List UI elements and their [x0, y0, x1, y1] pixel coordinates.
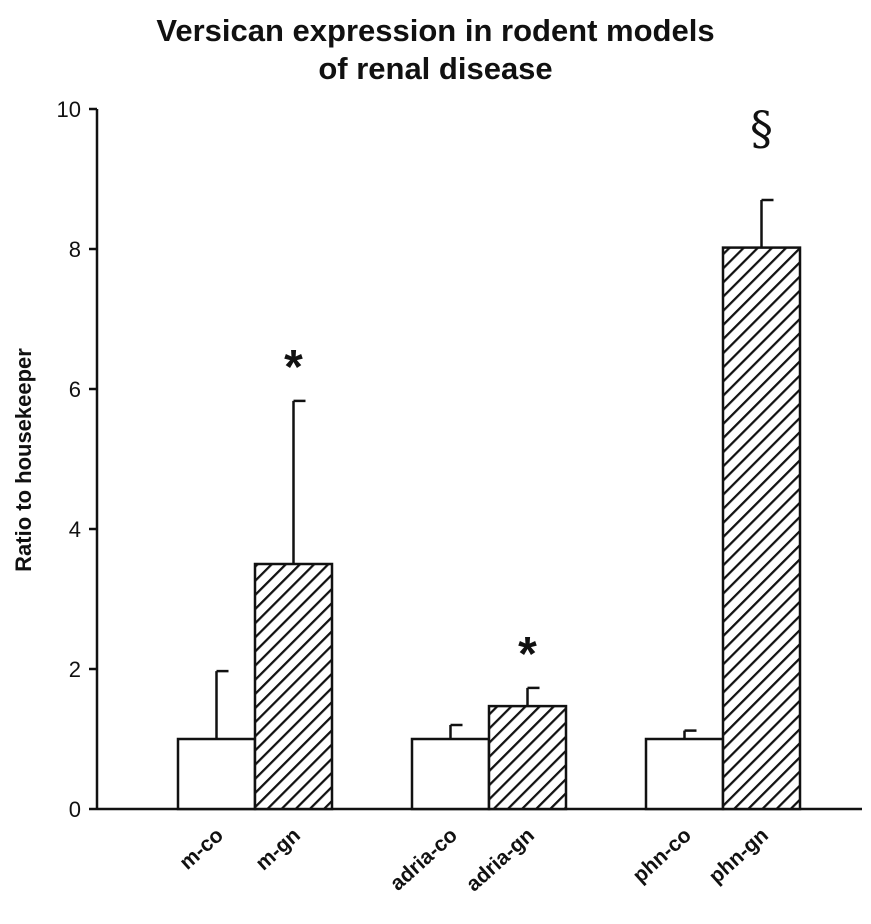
bar-adria-gn	[487, 704, 568, 811]
x-tick-label: phn-gn	[705, 824, 773, 889]
y-tick-label: 6	[69, 377, 81, 402]
x-tick-label: phn-co	[628, 824, 695, 888]
significance-marker: *	[284, 341, 303, 394]
bar-phn-gn	[721, 246, 802, 811]
bar-phn-co	[644, 737, 725, 811]
y-tick-label: 10	[57, 97, 81, 122]
significance-marker: §	[750, 101, 773, 155]
chart-title: Versican expression in rodent models of …	[0, 12, 871, 88]
y-tick-label: 0	[69, 797, 81, 822]
x-tick-label: adria-gn	[462, 824, 539, 897]
bar-m-co	[176, 737, 257, 811]
chart-title-line-2: of renal disease	[318, 51, 553, 86]
significance-marker: *	[518, 628, 537, 681]
x-tick-label: m-co	[175, 824, 228, 875]
y-tick-label: 4	[69, 517, 81, 542]
y-tick-label: 8	[69, 237, 81, 262]
x-tick-label: m-gn	[251, 824, 305, 875]
x-tick-label: adria-co	[386, 824, 462, 896]
chart-title-line-1: Versican expression in rodent models	[156, 13, 715, 48]
bar-m-gn	[253, 562, 334, 811]
y-tick-label: 2	[69, 657, 81, 682]
bar-adria-co	[410, 737, 491, 811]
y-axis-label: Ratio to housekeeper	[11, 348, 36, 572]
